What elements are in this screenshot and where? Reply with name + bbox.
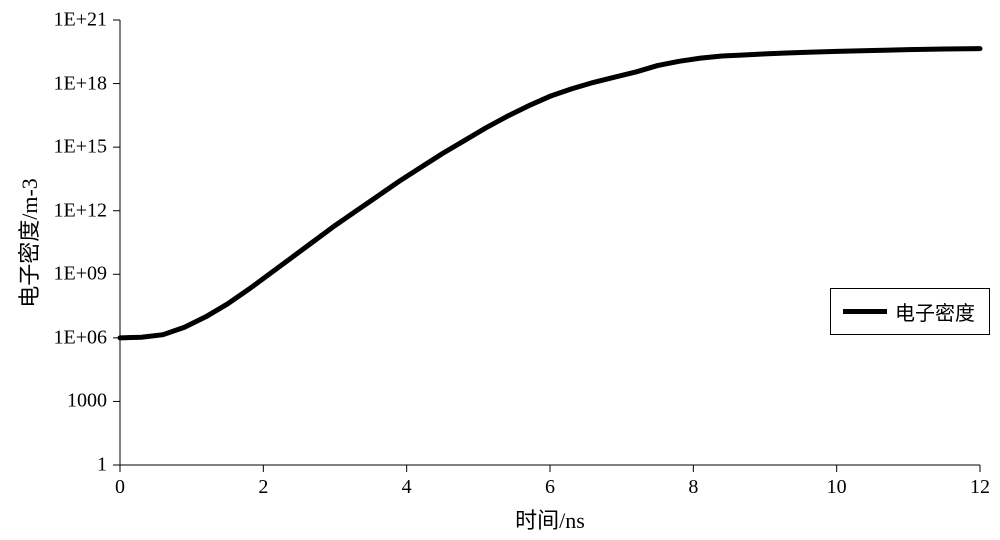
x-tick-label: 2: [258, 476, 268, 499]
x-tick-label: 6: [545, 476, 555, 499]
x-tick-label: 10: [827, 476, 847, 499]
chart-container: 1 1000 1E+06 1E+09 1E+12 1E+15 1E+18 1E+21 0 2 4 6…: [0, 0, 1000, 540]
y-axis-title: 电子密度/m-3: [12, 178, 44, 308]
y-tick-label: 1E+21: [54, 9, 108, 32]
x-tick-label: 8: [688, 476, 698, 499]
legend-line-sample: [843, 309, 887, 314]
chart-svg: [0, 0, 1000, 540]
legend-label: 电子密度: [895, 297, 975, 326]
y-tick-label: 1E+15: [54, 136, 108, 159]
legend: 电子密度: [830, 288, 990, 335]
x-tick-label: 12: [970, 476, 990, 499]
y-tick-label: 1: [97, 454, 107, 477]
y-tick-label: 1E+18: [54, 72, 108, 95]
y-tick-label: 1000: [67, 390, 107, 413]
y-tick-label: 1E+06: [54, 326, 108, 349]
y-tick-label: 1E+12: [54, 199, 108, 222]
y-tick-label: 1E+09: [54, 263, 108, 286]
x-tick-label: 0: [115, 476, 125, 499]
x-axis-title: 时间/ns: [515, 503, 585, 535]
x-tick-label: 4: [402, 476, 412, 499]
